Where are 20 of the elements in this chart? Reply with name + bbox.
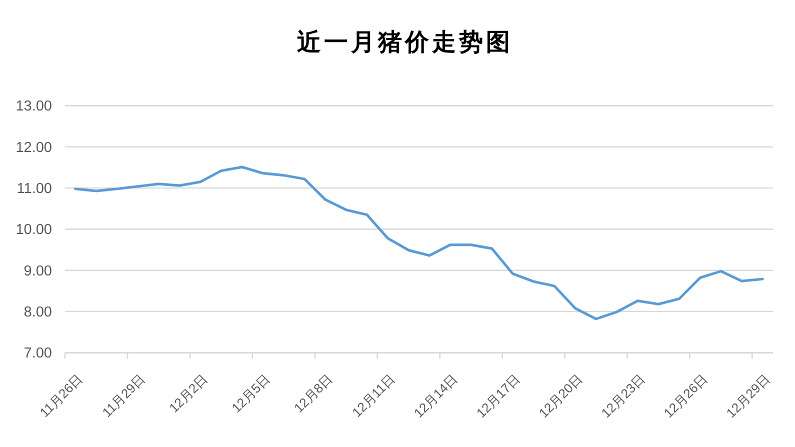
y-tick-label: 8.00 <box>24 304 52 321</box>
y-tick-label: 7.00 <box>24 346 52 362</box>
x-tick-label: 11月29日 <box>99 371 148 420</box>
y-tick-label: 13.00 <box>16 98 52 115</box>
y-tick-label: 12.00 <box>16 140 52 156</box>
x-tick-label: 12月29日 <box>723 371 773 421</box>
x-tick-label: 12月17日 <box>473 371 523 421</box>
title: 近一月猪价走势图 <box>297 27 513 56</box>
y-tick-label: 11.00 <box>16 181 52 198</box>
x-tick-label: 12月5日 <box>228 371 273 416</box>
x-tick-label: 12月2日 <box>166 371 210 416</box>
x-tick-label: 12月14日 <box>410 371 460 421</box>
x-tick-label: 12月11日 <box>349 371 398 420</box>
y-tick-label: 9.00 <box>24 263 52 280</box>
x-tick-label: 12月26日 <box>660 371 710 421</box>
x-tick-label: 11月26日 <box>36 371 86 420</box>
x-tick-label: 12月8日 <box>291 371 336 416</box>
y-tick-label: 10.00 <box>16 222 52 238</box>
x-tick-label: 12月20日 <box>536 371 586 421</box>
x-tick-label: 12月23日 <box>598 371 648 421</box>
